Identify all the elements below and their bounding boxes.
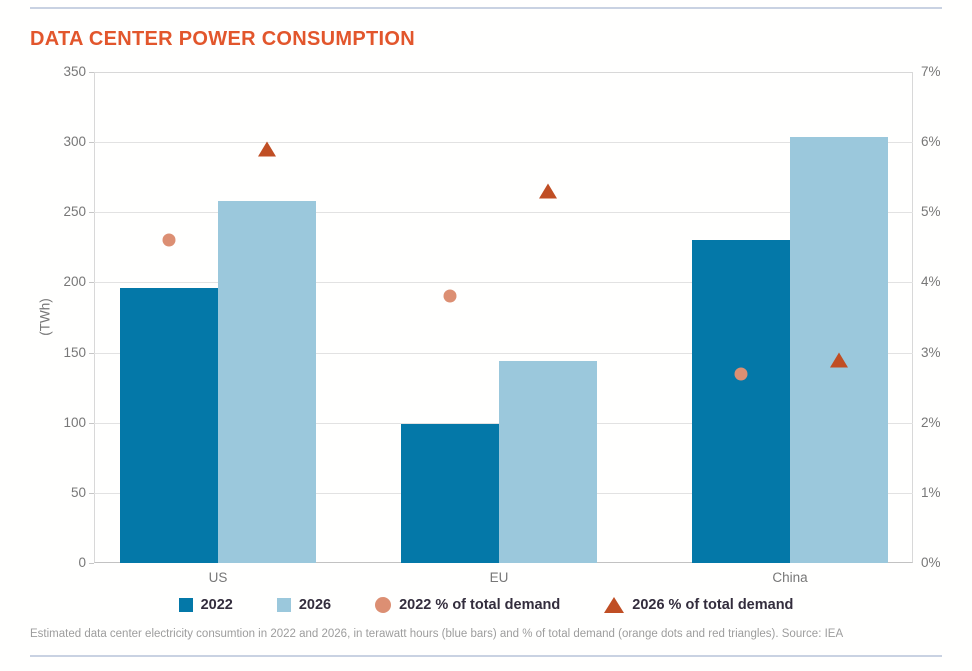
marker-triangle-icon-china bbox=[830, 352, 848, 368]
y-axis-left-label: 250 bbox=[63, 204, 86, 219]
y-axis-left-label: 150 bbox=[63, 345, 86, 360]
marker-dot-icon-eu bbox=[443, 289, 457, 303]
y-axis-right-label: 4% bbox=[921, 274, 941, 289]
legend-circle-icon bbox=[375, 597, 392, 613]
y-axis-left-label: 350 bbox=[63, 64, 86, 79]
legend-square-icon bbox=[178, 598, 193, 612]
bottom-divider bbox=[30, 655, 942, 657]
marker-triangle-icon-eu bbox=[539, 183, 557, 199]
legend: 2022 2026 2022 % of total demand 2026 % of … bbox=[0, 597, 972, 613]
legend-square-icon bbox=[276, 598, 291, 612]
x-axis-label-eu: EU bbox=[489, 570, 509, 585]
y-axis-right-label: 0% bbox=[921, 555, 941, 570]
y-axis-left-label: 50 bbox=[70, 485, 86, 500]
marker-dot-icon-us bbox=[162, 233, 176, 247]
y-axis-tick bbox=[89, 282, 94, 283]
x-axis-label-us: US bbox=[208, 570, 228, 585]
legend-item-bar-0: 2022 bbox=[178, 597, 233, 613]
y-axis-right-label: 6% bbox=[921, 134, 941, 149]
chart-caption: Estimated data center electricity consum… bbox=[30, 628, 844, 640]
y-axis-left-label: 300 bbox=[63, 134, 86, 149]
marker-triangle-icon-us bbox=[258, 141, 276, 157]
legend-item-triangle-3: 2026 % of total demand bbox=[604, 597, 793, 613]
y-axis-unit-label: (TWh) bbox=[37, 298, 53, 336]
legend-label: 2026 % of total demand bbox=[632, 597, 794, 613]
x-axis-label-china: China bbox=[772, 570, 808, 585]
y-axis-right-label: 5% bbox=[921, 204, 941, 219]
y-axis-right-label: 1% bbox=[921, 485, 941, 500]
gridline bbox=[94, 282, 913, 283]
legend-label: 2022 % of total demand bbox=[399, 597, 561, 613]
y-axis-left-label: 100 bbox=[63, 415, 86, 430]
legend-label: 2022 bbox=[200, 597, 233, 613]
y-axis-tick bbox=[89, 423, 94, 424]
y-axis-left-label: 0 bbox=[78, 555, 86, 570]
bar-2026-us bbox=[218, 201, 316, 563]
bar-2026-eu bbox=[499, 361, 597, 563]
legend-triangle-icon bbox=[604, 597, 625, 613]
y-axis-tick bbox=[89, 142, 94, 143]
marker-dot-icon-china bbox=[734, 367, 748, 381]
bar-2022-china bbox=[692, 240, 790, 563]
y-axis-tick bbox=[89, 212, 94, 213]
gridline bbox=[94, 212, 913, 213]
gridline bbox=[94, 353, 913, 354]
y-axis-tick bbox=[89, 72, 94, 73]
bar-2022-us bbox=[120, 288, 218, 563]
y-axis-left-label: 200 bbox=[63, 274, 86, 289]
legend-item-dot-2: 2022 % of total demand bbox=[375, 597, 560, 613]
legend-item-bar-1: 2026 bbox=[276, 597, 332, 613]
y-axis-tick bbox=[89, 563, 94, 564]
page-title: DATA CENTER POWER CONSUMPTION bbox=[30, 28, 415, 50]
legend-label: 2026 bbox=[298, 597, 332, 613]
bar-2026-china bbox=[790, 137, 888, 563]
y-axis-tick bbox=[89, 493, 94, 494]
y-axis-tick bbox=[89, 353, 94, 354]
bar-2022-eu bbox=[401, 424, 499, 563]
y-axis-right-label: 3% bbox=[921, 345, 941, 360]
y-axis-right-label: 7% bbox=[921, 64, 941, 79]
gridline bbox=[94, 142, 913, 143]
y-axis-right-label: 2% bbox=[921, 415, 941, 430]
top-divider bbox=[30, 7, 942, 9]
